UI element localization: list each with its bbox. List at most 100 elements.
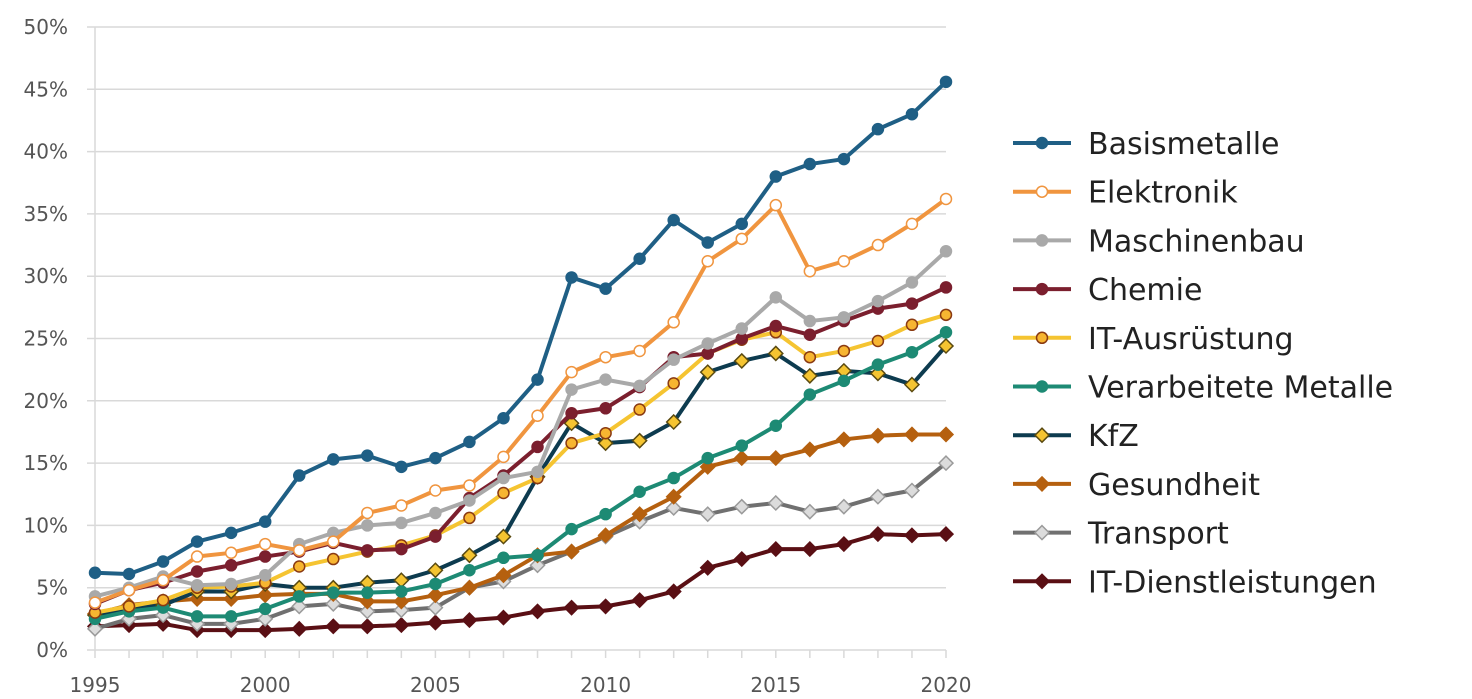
data-point <box>735 439 749 452</box>
data-point <box>327 586 340 599</box>
data-point <box>835 536 852 553</box>
data-point <box>597 598 614 615</box>
data-point <box>291 598 308 615</box>
data-point <box>122 567 136 581</box>
data-point <box>1033 573 1051 590</box>
data-point <box>497 411 510 425</box>
legend-label: Gesundheit <box>1088 468 1260 503</box>
data-point <box>837 311 851 324</box>
data-point <box>359 618 376 635</box>
series-basismetalle <box>88 75 953 581</box>
data-point <box>563 599 580 616</box>
data-point <box>905 297 919 310</box>
data-point <box>122 583 136 597</box>
data-point <box>1035 136 1049 150</box>
data-point <box>156 573 170 587</box>
data-point <box>735 232 749 246</box>
legend-label: Verarbeitete Metalle <box>1088 371 1393 406</box>
y-tick-label: 25% <box>24 327 68 351</box>
y-tick-label: 40% <box>24 140 68 164</box>
data-point <box>258 602 272 616</box>
legend-item: Transport <box>1013 517 1229 552</box>
data-point <box>1035 282 1049 296</box>
data-point <box>393 572 410 589</box>
data-point <box>801 367 818 384</box>
data-point <box>88 596 102 609</box>
data-point <box>665 499 682 517</box>
data-point <box>733 352 750 369</box>
data-point <box>325 618 342 635</box>
data-point <box>803 314 817 328</box>
data-point <box>190 578 204 592</box>
data-point <box>292 590 306 603</box>
data-point <box>767 345 784 362</box>
data-point <box>563 543 580 560</box>
data-point <box>599 350 612 364</box>
data-point <box>631 592 648 609</box>
data-point <box>395 585 408 598</box>
legend-item: KfZ <box>1013 419 1139 454</box>
data-point <box>361 519 374 532</box>
data-point <box>531 440 544 454</box>
data-point <box>395 460 408 474</box>
data-point <box>905 345 919 359</box>
data-point <box>497 551 510 565</box>
data-point <box>565 365 578 379</box>
data-point <box>86 620 104 637</box>
data-point <box>429 451 442 465</box>
data-point <box>327 453 340 466</box>
data-point <box>1035 185 1049 198</box>
legend-label: Transport <box>1087 517 1229 552</box>
data-point <box>631 506 648 523</box>
data-point <box>937 337 955 355</box>
data-point <box>463 511 476 525</box>
data-point <box>599 282 612 295</box>
data-point <box>837 254 851 268</box>
data-point <box>393 593 410 610</box>
data-point <box>633 344 646 358</box>
data-point <box>871 122 885 136</box>
y-tick-label: 30% <box>24 264 68 288</box>
data-point <box>937 426 955 443</box>
x-tick-label: 2000 <box>240 673 291 697</box>
data-point <box>156 593 170 607</box>
legend-label: Basismetalle <box>1088 127 1280 162</box>
data-point <box>837 152 851 166</box>
data-point <box>905 107 919 121</box>
data-point <box>699 458 716 475</box>
data-point <box>461 547 478 564</box>
legend: Basismetalle Elektronik Maschinenbau Chemie… <box>1013 127 1393 600</box>
data-point <box>769 291 783 304</box>
data-point <box>1033 427 1051 444</box>
x-tick-label: 2015 <box>750 673 801 697</box>
data-point <box>122 600 136 613</box>
legend-label: IT-Ausrüstung <box>1088 322 1294 357</box>
data-point <box>155 615 172 632</box>
data-point <box>565 383 578 396</box>
legend-item: Elektronik <box>1013 176 1238 211</box>
data-point <box>529 603 546 620</box>
data-point <box>156 555 170 568</box>
data-point <box>258 550 272 563</box>
data-point <box>429 506 442 520</box>
data-point <box>939 245 953 258</box>
data-point <box>869 488 886 505</box>
data-point <box>869 365 886 382</box>
data-point <box>497 471 510 485</box>
data-point <box>871 294 885 308</box>
data-point <box>461 579 478 596</box>
series-verarbeitete-metalle <box>88 326 953 626</box>
data-point <box>291 620 308 637</box>
data-point <box>1035 234 1049 247</box>
x-tick-label: 2020 <box>921 673 972 697</box>
series-line <box>94 80 948 576</box>
data-point <box>393 602 410 619</box>
legend-label: Chemie <box>1088 273 1202 308</box>
legend-item: Basismetalle <box>1013 127 1280 162</box>
legend-label: Maschinenbau <box>1088 224 1305 259</box>
data-point <box>565 436 578 450</box>
data-point <box>633 403 646 416</box>
data-point <box>531 549 544 562</box>
data-point <box>939 281 953 294</box>
data-point <box>258 568 272 582</box>
